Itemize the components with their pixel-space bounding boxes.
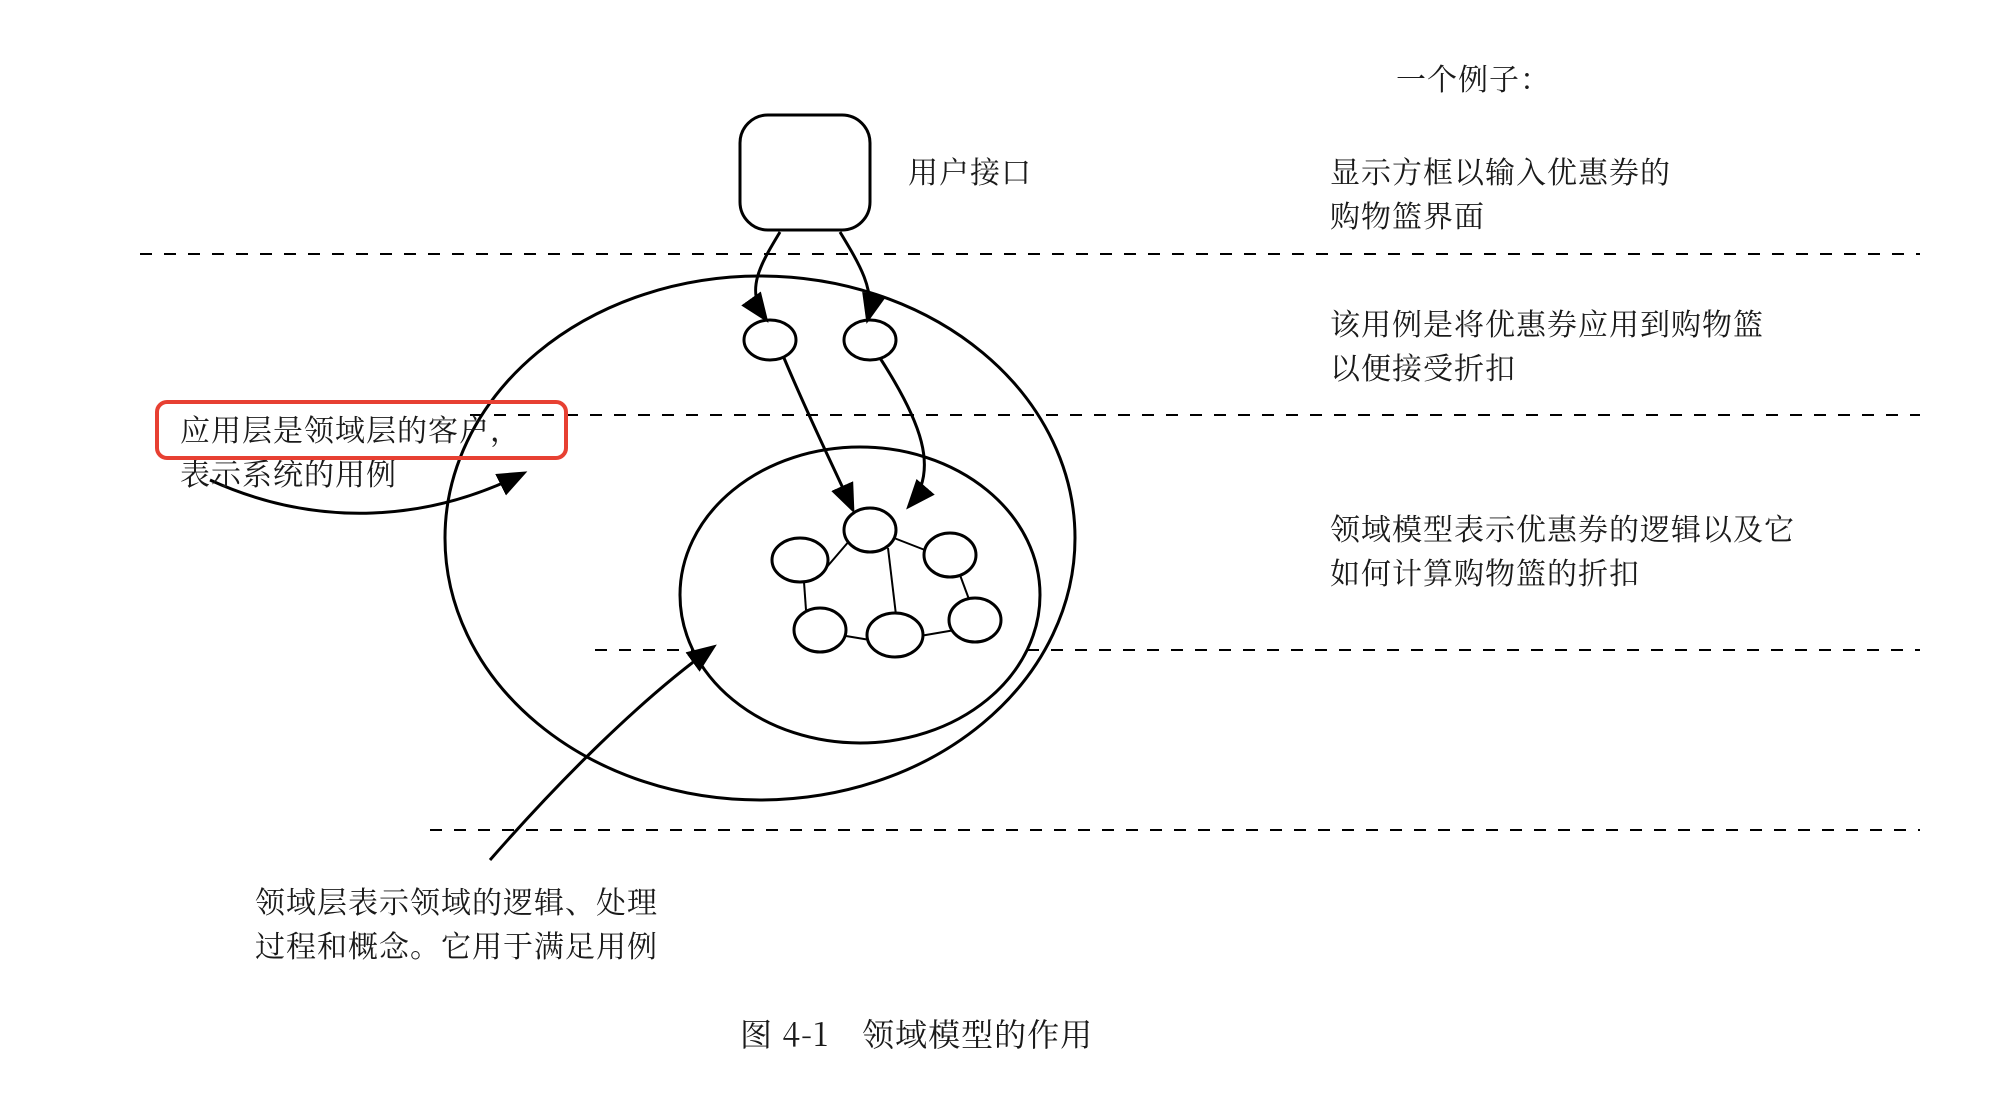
domain-layer-left-label-line2: 过程和概念。它用于满足用例 [255, 922, 658, 966]
usecase-node [844, 320, 896, 360]
domain-node [772, 538, 828, 582]
app-layer-desc-line2: 以便接受折扣 [1330, 344, 1516, 388]
domain-node [844, 508, 896, 552]
highlight-box [155, 400, 568, 460]
user-interface-desc-line1: 显示方框以输入优惠券的 [1330, 148, 1671, 192]
arrow-domainlabel-to-ellipse [490, 648, 712, 860]
user-interface-box [740, 115, 870, 230]
user-interface-desc-line2: 购物篮界面 [1330, 192, 1485, 236]
figure-title: 领域模型的作用 [862, 1010, 1093, 1056]
user-interface-label: 用户接口 [908, 148, 1032, 192]
figure-caption: 图 4-1 领域模型的作用 [740, 1010, 1093, 1056]
domain-node [949, 598, 1001, 642]
domain-node [794, 608, 846, 652]
domain-model-desc-line1: 领域模型表示优惠券的逻辑以及它 [1330, 505, 1795, 549]
app-layer-desc-line1: 该用例是将优惠券应用到购物篮 [1330, 300, 1764, 344]
usecase-node [744, 320, 796, 360]
example-header: 一个例子： [1396, 55, 1551, 99]
domain-model-ellipse [680, 447, 1040, 743]
domain-model-desc-line2: 如何计算购物篮的折扣 [1330, 549, 1640, 593]
figure-number: 图 4-1 [740, 1010, 829, 1056]
domain-node [924, 533, 976, 577]
domain-node [867, 613, 923, 657]
arrow-ui-to-app-right [840, 232, 870, 318]
domain-layer-left-label-line1: 领域层表示领域的逻辑、处理 [255, 878, 658, 922]
